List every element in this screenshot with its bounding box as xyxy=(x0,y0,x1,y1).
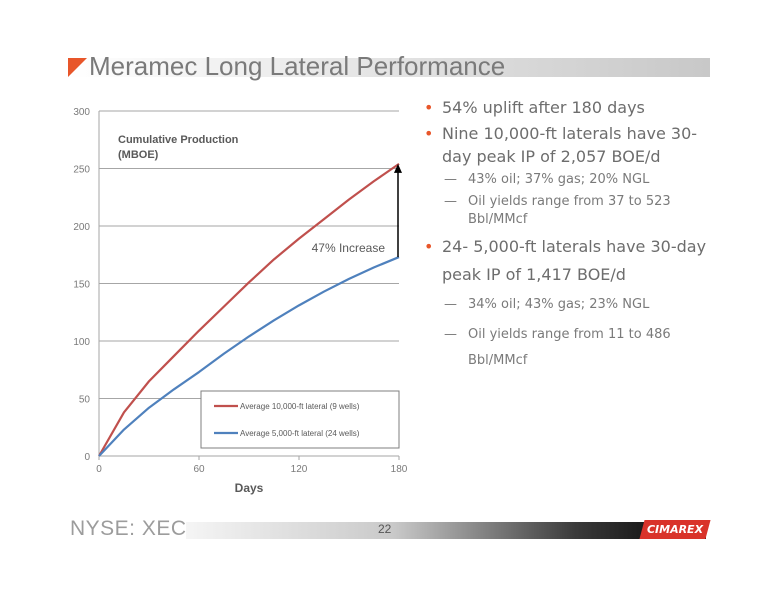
title-bar xyxy=(68,58,710,77)
legend-box xyxy=(200,390,400,449)
annotation-47-increase: 47% Increase xyxy=(312,241,386,255)
bullet-2-text: Nine 10,000-ft laterals have 30-day peak… xyxy=(442,124,698,166)
page-number: 22 xyxy=(378,522,392,536)
sub-bullet-3-2: — Oil yields range from 11 to 486 Bbl/MMc… xyxy=(424,322,724,374)
increase-arrow-head xyxy=(394,163,402,173)
y-tick-label-300: 300 xyxy=(73,107,90,118)
x-tick-label-180: 180 xyxy=(391,464,408,475)
slide-title: Meramec Long Lateral Performance xyxy=(89,51,506,81)
title-accent xyxy=(68,58,87,77)
sub-bullet-dash: — xyxy=(444,327,457,342)
bullet-list: • 54% uplift after 180 days • Nine 10,000-… xyxy=(424,96,724,378)
bullet-1: • 54% uplift after 180 days xyxy=(424,96,724,119)
chart-title-line-2: (MBOE) xyxy=(118,149,159,161)
bullet-3-text: 24- 5,000-ft laterals have 30-day peak I… xyxy=(442,237,707,284)
x-axis-title: Days xyxy=(235,481,264,495)
y-tick-label-150: 150 xyxy=(73,280,90,291)
sub-bullet-3-1-text: 34% oil; 43% gas; 23% NGL xyxy=(468,297,650,312)
sub-bullet-2-1: — 43% oil; 37% gas; 20% NGL xyxy=(424,171,724,189)
bullet-dot: • xyxy=(424,98,434,117)
legend-label-2: Average 5,000-ft lateral (24 wells) xyxy=(240,429,360,438)
sub-bullet-3-2-text: Oil yields range from 11 to 486 Bbl/MMcf xyxy=(468,327,671,368)
bullet-1-text: 54% uplift after 180 days xyxy=(442,98,645,117)
footer-bar xyxy=(186,522,706,539)
x-tick-label-0: 0 xyxy=(96,464,102,475)
logo-text: CIMAREX xyxy=(646,523,704,536)
sub-bullet-dash: — xyxy=(444,194,457,209)
y-tick-label-200: 200 xyxy=(73,222,90,233)
legend-label-1: Average 10,000-ft lateral (9 wells) xyxy=(240,402,360,411)
footer-ticker: NYSE: XEC xyxy=(70,517,187,540)
bullet-3: • 24- 5,000-ft laterals have 30-day peak … xyxy=(424,233,724,289)
y-tick-label-100: 100 xyxy=(73,337,90,348)
y-tick-label-250: 250 xyxy=(73,165,90,176)
cimarex-logo: CIMAREX xyxy=(639,520,711,539)
sub-bullet-2-1-text: 43% oil; 37% gas; 20% NGL xyxy=(468,172,650,187)
sub-bullet-2-2: — Oil yields range from 37 to 523 Bbl/MMc… xyxy=(424,193,724,229)
chart-title-line-1: Cumulative Production xyxy=(118,134,239,146)
y-tick-label-50: 50 xyxy=(79,395,91,406)
sub-bullet-3-1: — 34% oil; 43% gas; 23% NGL xyxy=(424,292,724,318)
x-tick-label-60: 60 xyxy=(193,464,205,475)
sub-bullet-dash: — xyxy=(444,172,457,187)
bullet-dot: • xyxy=(424,124,434,143)
sub-bullet-2-2-text: Oil yields range from 37 to 523 Bbl/MMcf xyxy=(468,194,671,227)
x-tick-label-120: 120 xyxy=(291,464,308,475)
y-tick-label-0: 0 xyxy=(84,452,90,463)
sub-bullet-dash: — xyxy=(444,297,457,312)
series-line-1 xyxy=(98,162,400,457)
bullet-2: • Nine 10,000-ft laterals have 30-day pea… xyxy=(424,122,724,168)
bullet-dot: • xyxy=(424,237,434,256)
series-line-2 xyxy=(98,256,400,457)
